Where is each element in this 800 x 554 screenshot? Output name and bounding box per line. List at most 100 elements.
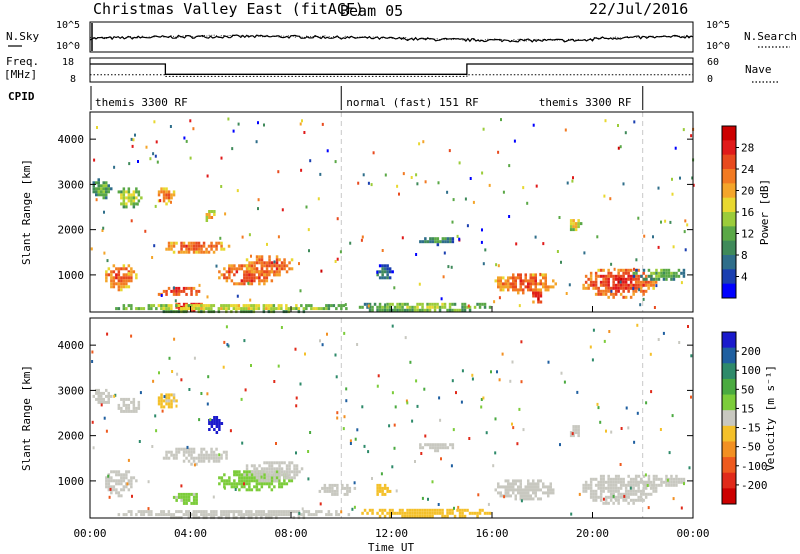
scatter-cell — [665, 277, 668, 281]
scatter-cell — [426, 240, 430, 244]
scatter-cell — [285, 467, 289, 471]
scatter-cell — [624, 486, 628, 490]
scatter-cell — [527, 288, 530, 292]
scatter-cell — [192, 307, 196, 311]
scatter-cell — [624, 271, 628, 275]
scatter-cell — [632, 477, 635, 481]
speckle-cell — [189, 119, 192, 123]
scatter-cell — [532, 485, 535, 489]
scatter-cell — [300, 513, 303, 517]
scatter-cell — [599, 483, 603, 487]
scatter-cell — [180, 241, 183, 245]
scatter-cell — [629, 277, 633, 281]
scatter-cell — [524, 497, 527, 501]
scatter-cell — [252, 304, 256, 308]
scatter-cell — [627, 268, 630, 272]
scatter-cell — [190, 247, 193, 251]
speckle-cell — [320, 269, 323, 273]
scatter-cell — [444, 446, 447, 450]
scatter-cell — [260, 264, 264, 268]
scatter-cell — [187, 307, 191, 311]
scatter-cell — [509, 494, 512, 498]
scatter-cell — [270, 482, 274, 486]
scatter-cell — [268, 273, 271, 277]
scatter-cell — [577, 425, 580, 429]
scatter-cell — [182, 501, 186, 505]
scatter-cell — [112, 282, 116, 286]
scatter-cell — [502, 276, 505, 280]
scatter-cell — [534, 491, 537, 495]
scatter-cell — [258, 464, 261, 468]
scatter-cell — [639, 280, 643, 284]
scatter-cell — [255, 467, 259, 471]
scatter-cell — [177, 305, 181, 309]
scatter-cell — [105, 476, 108, 480]
speckle-cell — [610, 430, 613, 434]
scatter-cell — [197, 510, 201, 514]
scatter-cell — [175, 495, 178, 499]
scatter-cell — [270, 513, 273, 517]
scatter-cell — [127, 264, 131, 268]
speckle-cell — [153, 244, 156, 248]
speckle-cell — [508, 164, 511, 168]
scatter-cell — [639, 495, 643, 499]
speckle-cell — [589, 345, 592, 349]
scatter-cell — [187, 498, 191, 502]
x-tick-label-6: 00:00 — [676, 527, 709, 540]
scatter-cell — [499, 285, 502, 289]
scatter-cell — [255, 255, 259, 259]
scatter-cell — [408, 308, 412, 312]
speckle-cell — [416, 182, 419, 186]
scatter-cell — [635, 268, 638, 272]
scatter-cell — [391, 302, 394, 306]
scatter-cell — [182, 250, 186, 254]
scatter-cell — [110, 476, 113, 480]
scatter-cell — [584, 280, 588, 284]
scatter-cell — [537, 291, 540, 295]
scatter-cell — [100, 391, 103, 395]
scatter-cell — [273, 264, 276, 268]
scatter-cell — [488, 511, 492, 515]
scatter-cell — [642, 271, 645, 275]
scatter-cell — [157, 292, 161, 296]
scatter-cell — [539, 300, 543, 304]
scatter-cell — [165, 450, 168, 454]
scatter-cell — [228, 273, 231, 277]
scatter-cell — [230, 485, 234, 489]
scatter-cell — [381, 489, 384, 493]
scatter-cell — [657, 277, 661, 281]
scatter-cell — [468, 308, 472, 312]
scatter-cell — [150, 510, 153, 514]
speckle-cell — [319, 339, 321, 343]
scatter-cell — [115, 282, 118, 286]
speckle-cell — [206, 174, 209, 178]
power-colorbar-label: Power [dB] — [758, 179, 771, 245]
scatter-cell — [642, 489, 645, 493]
scatter-cell — [190, 453, 193, 457]
scatter-cell — [547, 491, 550, 495]
scatter-cell — [647, 280, 650, 284]
scatter-cell — [97, 187, 100, 191]
speckle-cell — [502, 190, 505, 194]
scatter-cell — [130, 276, 133, 280]
scatter-cell — [388, 508, 392, 512]
speckle-cell — [145, 145, 148, 149]
scatter-cell — [287, 513, 291, 517]
scatter-cell — [105, 388, 108, 392]
scatter-cell — [652, 474, 656, 478]
scatter-cell — [192, 244, 196, 248]
scatter-cell — [632, 492, 635, 496]
colorbar-swatch-7 — [722, 441, 736, 458]
scatter-cell — [499, 485, 502, 489]
scatter-cell — [205, 456, 208, 460]
scatter-cell — [117, 267, 121, 271]
colorbar-tick-label-2: 12 — [741, 228, 754, 241]
speckle-cell — [102, 226, 105, 230]
scatter-cell — [527, 491, 530, 495]
scatter-cell — [187, 513, 191, 517]
scatter-cell — [277, 513, 281, 517]
scatter-cell — [639, 480, 643, 484]
scatter-cell — [110, 279, 113, 283]
scatter-cell — [215, 453, 218, 457]
